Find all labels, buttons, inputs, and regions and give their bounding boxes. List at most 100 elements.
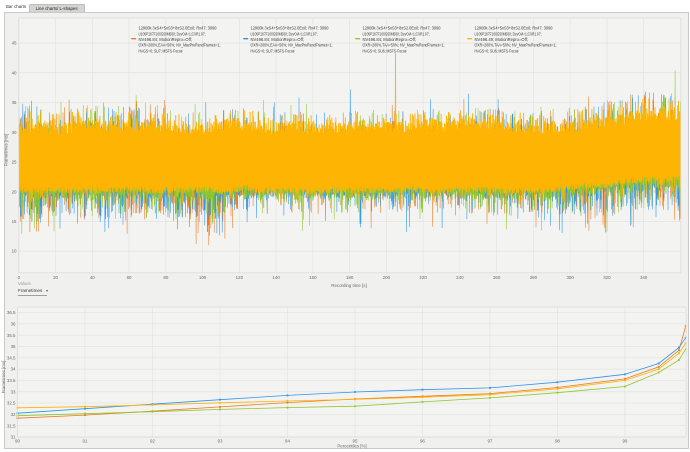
legend-line: HAGS=0; SU6; MSFS-Focus — [363, 48, 407, 53]
series-marker-1 — [354, 391, 356, 393]
legend-line: HAGS=0; SU6; MSFS-Focus — [475, 48, 519, 53]
series-marker-3 — [151, 403, 154, 406]
legend-line: U100P107F100G50M500; DevOvl=1;CXR1.07; — [475, 31, 542, 36]
y-tick-label: 35 — [12, 100, 17, 105]
series-marker-2 — [489, 396, 491, 399]
series-marker-0 — [624, 377, 626, 380]
x-tick-label: 97 — [487, 439, 492, 444]
legend-line: 12900k 3xS4+5xS3+8xS2.0Ex0; Rx47; 3090 — [251, 26, 330, 31]
values-dropdown-select[interactable]: Frametimes — [18, 287, 48, 294]
tab-line-charts-l-shapes[interactable]: Line charts/ L-shapes — [28, 3, 85, 12]
series-marker-1 — [657, 362, 660, 365]
x-tick-label: 240 — [456, 275, 464, 280]
series-marker-2 — [624, 385, 626, 388]
x-tick-label: 300 — [566, 275, 574, 280]
legend-line: NV496.84; MotionRepro=Off; — [363, 37, 417, 42]
series-marker-1 — [624, 373, 626, 376]
dropdown-underline — [18, 295, 47, 296]
x-tick-label: 120 — [236, 275, 244, 280]
series-marker-0 — [421, 395, 424, 398]
series-marker-0 — [556, 386, 559, 389]
series-marker-1 — [84, 407, 86, 410]
y-axis-title: Frametimes [ms] — [4, 134, 9, 167]
series-line-3 — [18, 53, 681, 209]
series-marker-3 — [84, 405, 86, 408]
series-marker-2 — [151, 410, 154, 413]
y-tick-label: 10 — [12, 249, 17, 254]
legend-entry: 12900k 3xS4+5xS3+8xS2.0Ex0; Rx47; 3090U1… — [467, 26, 557, 53]
series-marker-0 — [84, 414, 86, 416]
series-marker-1 — [489, 387, 491, 389]
y-tick-label: 32.5 — [7, 401, 16, 406]
values-dropdown: Values Frametimes — [18, 280, 78, 296]
series-marker-3 — [286, 400, 289, 402]
x-tick-label: 95 — [352, 439, 357, 444]
x-tick-label: 99 — [622, 439, 627, 444]
series-marker-1 — [556, 381, 559, 384]
legend-line: NV496.84; MotionRepro=Off; — [139, 37, 193, 42]
series-marker-1 — [421, 388, 424, 391]
series-marker-2 — [354, 405, 356, 408]
series-marker-3 — [489, 393, 491, 396]
series-marker-1 — [219, 398, 221, 401]
plot-area — [17, 307, 686, 437]
x-tick-label: 320 — [603, 275, 611, 280]
x-tick-label: 160 — [309, 275, 317, 280]
x-tick-label: 91 — [83, 439, 88, 444]
x-tick-label: 140 — [272, 275, 280, 280]
series-marker-1 — [286, 394, 289, 397]
x-tick-label: 93 — [218, 439, 223, 444]
y-tick-label: 33.5 — [7, 378, 16, 383]
x-tick-label: 340 — [640, 275, 648, 280]
plot-border — [17, 306, 687, 438]
x-tick-label: 80 — [163, 275, 168, 280]
legend-marker-icon — [243, 38, 249, 40]
series-marker-3 — [624, 379, 626, 382]
series-marker-3 — [657, 368, 660, 371]
series-marker-3 — [556, 387, 559, 390]
legend-line: HAGS=0; SU7; MSFS-Focus — [251, 48, 295, 53]
legend-line: U100P107F100G50M500; DevOvl=1;CXR1.07; — [139, 31, 206, 36]
legend-line: OXR=200%,EAA=50%; NV_MaxPreRendFrames=1; — [251, 43, 333, 48]
y-tick-label: 40 — [12, 70, 17, 75]
values-dropdown-value: Frametimes — [18, 287, 43, 293]
series-marker-2 — [421, 401, 424, 403]
plot-border — [18, 17, 682, 274]
x-axis-title: Percentiles [%] — [337, 444, 366, 449]
series-marker-0 — [489, 392, 491, 395]
y-tick-label: 45 — [12, 41, 17, 46]
x-tick-label: 200 — [383, 275, 391, 280]
series-marker-0 — [657, 365, 660, 368]
series-marker-2 — [556, 391, 559, 394]
legend-marker-icon — [131, 38, 137, 40]
tab-bar-charts[interactable]: Bar charts — [6, 4, 27, 10]
x-tick-label: 92 — [150, 439, 155, 444]
legend-line: U100P107F100G50M500; DevOvl=1;CXR1.07; — [363, 31, 430, 36]
series-marker-2 — [286, 406, 289, 409]
x-tick-label: 180 — [346, 275, 354, 280]
legend-line: NV496.84; MotionRepro=Off; — [251, 37, 305, 42]
legend-entry: 12900k 3xS4+5xS3+8xS2.0Ex0; Rx47; 3090U1… — [131, 26, 221, 53]
dropdown-arrow-icon — [45, 290, 48, 293]
y-tick-label: 25 — [12, 160, 17, 165]
y-tick-label: 20 — [12, 189, 17, 194]
legend-line: NV496.49; MotionRepro=Off; — [475, 37, 529, 42]
legend-line: OXR=200%,TAA=50%; NV_MaxPreRendFrames=1; — [475, 43, 557, 48]
y-tick-label: 34 — [11, 367, 16, 372]
y-axis-title: Frametimes [ms] — [1, 361, 6, 394]
x-tick-label: 280 — [530, 275, 538, 280]
series-marker-2 — [657, 371, 660, 374]
values-dropdown-caption: Values — [18, 280, 31, 286]
y-tick-label: 34.5 — [7, 355, 16, 360]
y-tick-label: 36.5 — [7, 310, 16, 315]
series-marker-0 — [678, 349, 680, 352]
x-tick-label: 60 — [127, 275, 132, 280]
series-marker-2 — [219, 408, 221, 411]
legend-line: U100P107F100G50M500; DevOvl=1;CXR1.07; — [251, 31, 318, 36]
x-tick-label: 94 — [285, 439, 290, 444]
x-tick-label: 20 — [53, 275, 58, 280]
x-tick-label: 90 — [15, 439, 20, 444]
